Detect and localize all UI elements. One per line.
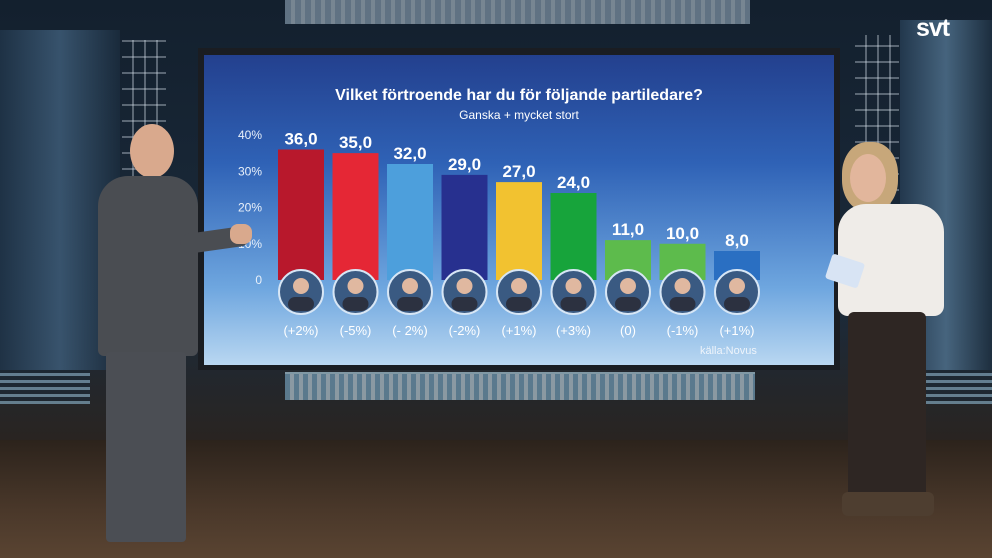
bar-value-label: 35,0 bbox=[339, 133, 372, 152]
presenter-left bbox=[80, 120, 252, 550]
presenter-left-hand bbox=[230, 224, 252, 244]
leader-portrait-face bbox=[402, 278, 418, 294]
leader-portrait-body bbox=[288, 297, 314, 311]
leader-portrait-face bbox=[729, 278, 745, 294]
change-label: (-2%) bbox=[449, 323, 481, 338]
bar bbox=[441, 174, 488, 280]
y-tick-label: 20% bbox=[238, 201, 262, 215]
bar bbox=[332, 153, 379, 280]
ceiling-light-strip bbox=[285, 0, 750, 24]
change-label: (+2%) bbox=[283, 323, 318, 338]
bar-value-label: 11,0 bbox=[612, 220, 644, 239]
leader-portrait-face bbox=[565, 278, 582, 294]
bar-chart: 010%20%30%40% 36,0(+2%)35,0(-5%)32,0(- 2%… bbox=[238, 128, 760, 338]
leader-portrait-body bbox=[560, 297, 587, 311]
change-label: (+1%) bbox=[501, 323, 536, 338]
chart-subtitle: Ganska + mycket stort bbox=[459, 108, 579, 122]
change-label: (+3%) bbox=[556, 323, 591, 338]
leader-portrait-face bbox=[620, 278, 636, 294]
y-tick-label: 0 bbox=[255, 273, 262, 287]
change-label: (-5%) bbox=[340, 323, 372, 338]
bar-value-label: 32,0 bbox=[393, 144, 426, 163]
screen-base-light-strip bbox=[285, 372, 755, 400]
presenter-left-head bbox=[130, 124, 174, 178]
leader-portrait-face bbox=[293, 278, 309, 294]
source-label: källa:Novus bbox=[700, 345, 757, 357]
leader-portrait-body bbox=[342, 297, 369, 311]
bar-value-label: 27,0 bbox=[502, 162, 535, 181]
bar-value-label: 8,0 bbox=[725, 231, 749, 250]
leader-portrait-face bbox=[511, 278, 527, 294]
leader-portrait-face bbox=[347, 278, 364, 294]
change-label: (- 2%) bbox=[392, 323, 427, 338]
change-label: (0) bbox=[620, 323, 636, 338]
bar-value-label: 29,0 bbox=[448, 155, 481, 174]
left-light-strip bbox=[0, 370, 90, 404]
bar-value-label: 10,0 bbox=[666, 224, 699, 243]
y-tick-label: 30% bbox=[238, 164, 262, 178]
leader-portrait-body bbox=[397, 297, 423, 311]
bar bbox=[278, 149, 324, 280]
svt-logo: svt bbox=[916, 14, 950, 42]
change-label: (-1%) bbox=[667, 323, 699, 338]
change-label: (+1%) bbox=[719, 323, 754, 338]
bar bbox=[496, 182, 542, 280]
bar-value-label: 24,0 bbox=[557, 173, 590, 192]
leader-portrait-body bbox=[506, 297, 532, 311]
presenter-right-face bbox=[850, 154, 886, 202]
leader-portrait-body bbox=[669, 297, 696, 311]
leader-portrait-body bbox=[615, 297, 641, 311]
chart-screen: Vilket förtroende har du för följande pa… bbox=[204, 55, 834, 365]
presenter-right bbox=[790, 140, 950, 540]
leader-portrait-face bbox=[674, 278, 691, 294]
presenter-left-trousers bbox=[106, 352, 186, 542]
presenter-left-jacket bbox=[98, 176, 198, 356]
bar bbox=[387, 164, 433, 280]
presenter-right-boots bbox=[842, 492, 934, 516]
presenter-right-trousers bbox=[848, 312, 926, 502]
y-tick-label: 40% bbox=[238, 128, 262, 142]
leader-portrait-face bbox=[456, 278, 473, 294]
leader-portrait-body bbox=[451, 297, 478, 311]
bar bbox=[550, 193, 597, 280]
leader-portrait-body bbox=[724, 297, 750, 311]
bar-value-label: 36,0 bbox=[284, 130, 317, 149]
chart-title: Vilket förtroende har du för följande pa… bbox=[335, 87, 703, 104]
